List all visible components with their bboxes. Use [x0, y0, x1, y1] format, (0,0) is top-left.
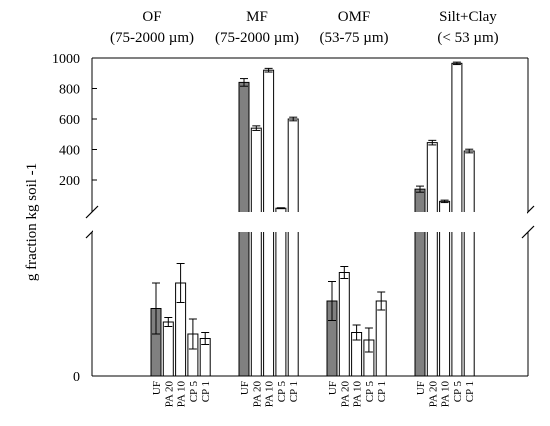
- bars: [93, 61, 527, 377]
- bar: [287, 118, 299, 377]
- x-tick-label: PA 10: [264, 381, 276, 408]
- x-tick-label: CP 1: [376, 381, 388, 402]
- bar: [250, 127, 262, 377]
- group-subtitle: (< 53 µm): [437, 30, 498, 46]
- axis-break-gap: [93, 212, 527, 232]
- group-title: OMF: [338, 9, 371, 25]
- group-title: MF: [246, 9, 268, 25]
- x-tick-label: PA 10: [440, 381, 452, 408]
- bar: [275, 207, 287, 377]
- axis-break-left-upper: [85, 205, 99, 219]
- x-tick-label: PA 10: [352, 381, 364, 408]
- x-tick-label: PA 10: [176, 381, 188, 408]
- group-subtitle: (75-2000 µm): [215, 30, 299, 46]
- y-tick-label: 200: [59, 174, 80, 189]
- group-title: OF: [142, 9, 161, 25]
- bar: [338, 272, 350, 377]
- x-tick-label: PA 20: [163, 381, 175, 408]
- x-tick-label: CP 5: [364, 381, 376, 403]
- bar: [375, 300, 387, 377]
- y-tick-label: 0: [73, 370, 80, 385]
- x-tick-label: CP 1: [200, 381, 212, 402]
- y-tick-label: 1000: [52, 52, 80, 67]
- x-tick-label: PA 20: [427, 381, 439, 408]
- group-subtitle: (53-75 µm): [319, 30, 388, 46]
- x-tick-label: UF: [239, 381, 251, 395]
- x-tick-label: UF: [151, 381, 163, 395]
- group-title: Silt+Clay: [439, 9, 497, 25]
- x-tick-label: CP 5: [188, 381, 200, 403]
- group-subtitle: (75-2000 µm): [110, 30, 194, 46]
- y-axis-label: g fraction kg soil -1: [24, 163, 40, 281]
- x-tick-label: UF: [415, 381, 427, 395]
- x-tick-label: CP 1: [288, 381, 300, 402]
- x-tick-label: PA 20: [339, 381, 351, 408]
- bar: [162, 321, 174, 377]
- bar: [463, 150, 475, 377]
- y-tick-label: 600: [59, 113, 80, 128]
- y-tick-label: 800: [59, 83, 80, 98]
- x-tick-label: CP 5: [276, 381, 288, 403]
- x-tick-labels: UF PA 20 PA 10 CP 5 CP 1 UF PA 20 PA 10 CP 5 CP 1…: [151, 381, 476, 408]
- axis-break-right-lower: [521, 225, 535, 239]
- x-tick-label: UF: [327, 381, 339, 395]
- x-tick-label: CP 1: [464, 381, 476, 402]
- group-headers: OF (75-2000 µm) MF (75-2000 µm) OMF (53-75 µm…: [110, 9, 499, 46]
- y-tick-label: 400: [59, 144, 80, 159]
- x-tick-label: PA 20: [251, 381, 263, 408]
- bar: [426, 142, 438, 377]
- x-tick-label: CP 5: [452, 381, 464, 403]
